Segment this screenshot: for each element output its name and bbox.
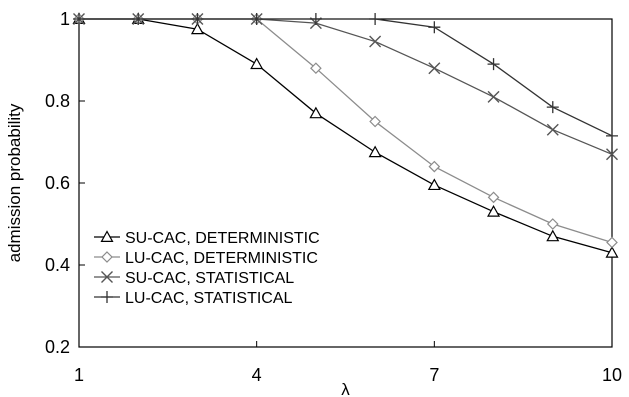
series-lu-cac-deterministic [73, 13, 618, 249]
data-point-marker [487, 58, 500, 71]
legend: SU-CAC, DETERMINISTIC LU-CAC, DETERMINIST… [94, 230, 320, 307]
data-point-marker [369, 35, 382, 48]
data-point-marker [132, 13, 145, 25]
y-tick-label: 0.2 [45, 337, 70, 357]
y-tick-label: 0.4 [45, 255, 70, 275]
series-line [79, 18, 613, 254]
legend-marker [100, 230, 114, 242]
data-point-marker [606, 236, 618, 249]
x-tick-label: 10 [602, 365, 622, 385]
legend-item-lu-cac-deterministic: LU-CAC, DETERMINISTIC [94, 250, 318, 267]
data-point-marker [310, 62, 322, 75]
legend-label: SU-CAC, DETERMINISTIC [125, 230, 320, 247]
legend-item-lu-cac-statistical: LU-CAC, STATISTICAL [94, 290, 293, 307]
data-point-marker [190, 22, 204, 35]
y-axis-label: admission probability [5, 103, 24, 262]
data-point-marker [428, 160, 441, 173]
data-point-marker [309, 106, 323, 119]
data-point-marker [487, 191, 500, 204]
data-point-marker [605, 245, 619, 258]
series-su-cac-statistical [73, 13, 618, 161]
data-point-marker [250, 13, 263, 25]
data-point-marker [428, 62, 441, 75]
data-point-marker [546, 123, 559, 136]
data-point-marker [487, 90, 500, 103]
x-tick-label: 1 [74, 365, 84, 385]
legend-item-su-cac-deterministic: SU-CAC, DETERMINISTIC [94, 230, 320, 247]
data-point-marker [369, 13, 382, 25]
y-tick-label: 0.8 [45, 91, 70, 111]
series-line [79, 18, 613, 244]
x-axis: 1 4 7 10 [74, 341, 622, 385]
legend-marker [101, 251, 113, 263]
legend-label: LU-CAC, DETERMINISTIC [125, 250, 318, 267]
series-line [79, 18, 613, 137]
data-point-marker [73, 13, 85, 25]
data-point-marker [427, 178, 441, 191]
data-point-marker [191, 13, 204, 25]
data-point-marker [369, 115, 381, 128]
data-point-marker [546, 229, 560, 242]
y-tick-label: 1 [60, 9, 70, 29]
x-tick-label: 4 [252, 365, 262, 385]
y-tick-label: 0.6 [45, 173, 70, 193]
series-su-cac-deterministic [72, 12, 619, 258]
series-layer [72, 12, 619, 258]
data-point-marker [606, 148, 618, 161]
legend-label: SU-CAC, STATISTICAL [125, 270, 294, 287]
series-line [79, 18, 613, 155]
data-point-marker [368, 145, 382, 158]
legend-item-su-cac-statistical: SU-CAC, STATISTICAL [94, 270, 294, 287]
x-tick-label: 7 [429, 365, 439, 385]
data-point-marker [546, 218, 559, 230]
data-point-marker [546, 101, 559, 114]
legend-marker [101, 271, 113, 283]
x-axis-label: λ [341, 380, 350, 397]
data-point-marker [487, 204, 501, 217]
data-point-marker [250, 57, 264, 70]
series-lu-cac-statistical [73, 13, 618, 142]
data-point-marker [606, 129, 618, 142]
data-point-marker [309, 13, 322, 25]
legend-marker [101, 291, 113, 303]
data-point-marker [428, 21, 441, 34]
legend-label: LU-CAC, STATISTICAL [125, 290, 293, 307]
